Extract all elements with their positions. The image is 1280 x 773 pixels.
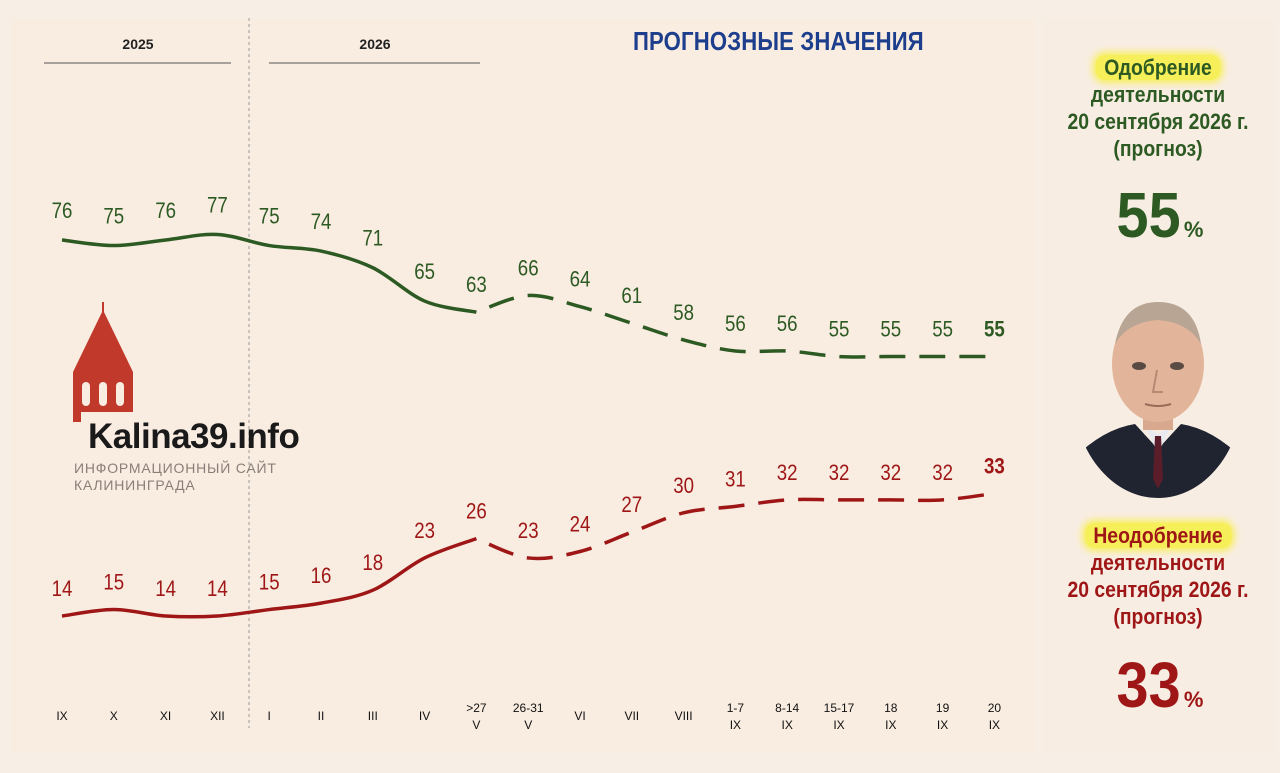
site-subtitle: ИНФОРМАЦИОННЫЙ САЙТ КАЛИНИНГРАДА [74,460,277,494]
x-tick-label: II [318,709,325,723]
approve-data-label: 71 [362,227,383,251]
disapprove-line-actual [61,536,478,619]
disapprove-data-label: 15 [259,571,280,595]
disapprove-value-number: 33 [1116,649,1181,721]
approve-title: Одобрение [1095,55,1221,80]
church-logo-icon [73,302,133,422]
approve-data-label: 65 [414,261,435,285]
site-logo [70,302,370,502]
site-subtitle-line1: ИНФОРМАЦИОННЫЙ САЙТ [74,460,277,476]
x-tick-label: XI [160,709,171,723]
approve-data-label: 56 [725,313,746,337]
disapprove-data-label: 32 [880,462,901,486]
approve-percent-sign: % [1183,217,1204,242]
approve-data-label: 75 [259,205,280,229]
approve-caption-note: (прогноз) [1113,136,1203,161]
disapprove-caption-line2: деятельности [1090,550,1226,575]
disapprove-data-label: 24 [570,513,591,537]
site-name: Kalina39.info [88,417,300,456]
disapprove-forecast-value: 33% [1042,648,1274,722]
approve-data-label: 55 [932,318,953,342]
disapprove-data-label: 23 [414,520,435,544]
data-label-layer: 76 75 76 77 75 74 71 65 63 66 64 61 58 56 56 55 55 55 55 14… [52,194,1005,601]
approve-data-label: 55 [829,318,850,342]
x-tick-label: VII [624,709,639,723]
approve-caption-line2: деятельности [1090,82,1226,107]
approve-data-label: 76 [155,200,176,224]
x-tick-label: I [268,709,271,723]
disapprove-data-label: 16 [311,565,332,589]
forecast-title: ПРОГНОЗНЫЕ ЗНАЧЕНИЯ [633,26,924,56]
disapprove-data-label: 31 [725,468,746,492]
year-label-2026: 2026 [359,36,390,52]
approve-line-forecast [475,293,995,359]
disapprove-data-label: 23 [518,520,539,544]
disapprove-data-label: 32 [829,462,850,486]
disapprove-caption: Неодобрение деятельности 20 сентября 202… [1042,522,1274,630]
year-label-2025: 2025 [122,36,153,52]
disapprove-data-label: 14 [52,578,73,602]
approve-data-label: 56 [777,313,798,337]
approve-data-label: 64 [570,268,591,292]
x-tick-label: XII [210,709,225,723]
x-tick-label: VI [574,709,585,723]
x-tick-label: 20 IX [988,701,1002,732]
disapprove-data-label: 18 [362,552,383,576]
disapprove-data-label: 14 [155,578,176,602]
disapprove-data-label: 26 [466,500,487,524]
approve-data-label: 75 [103,205,124,229]
approve-data-label: 55 [880,318,901,342]
x-tick-label: 15-17 IX [824,701,855,732]
x-tick-label: IV [419,709,430,723]
approve-line-actual [61,232,477,314]
x-tick-label: III [368,709,378,723]
approve-data-label: 58 [673,302,694,326]
series-layer [61,232,995,619]
disapprove-caption-date: 20 сентября 2026 г. [1067,577,1249,602]
portrait-illustration [1073,284,1243,498]
approve-data-label: 76 [52,200,73,224]
disapprove-data-label: 33 [984,455,1005,479]
disapprove-data-label: 14 [207,578,228,602]
x-tick-label: >27 V [466,701,487,732]
approve-data-label: 55 [984,318,1005,342]
x-tick-label: IX [56,709,67,723]
approve-data-label: 61 [621,285,642,309]
approve-data-label: 77 [207,194,228,218]
x-tick-label: 18 IX [884,701,898,732]
chart-panel: 2025 2026 76 75 76 77 75 74 71 65 63 66 64 61 58 56 56… [10,18,1035,753]
disapprove-data-label: 32 [932,462,953,486]
approve-value-number: 55 [1116,179,1181,251]
summary-panel: Одобрение деятельности 20 сентября 2026 … [1042,18,1274,753]
chart-area: 2025 2026 76 75 76 77 75 74 71 65 63 66 64 61 58 56 56… [44,18,1005,732]
disapprove-data-label: 15 [103,571,124,595]
disapprove-title: Неодобрение [1084,523,1232,548]
disapprove-percent-sign: % [1183,687,1204,712]
x-tick-label: 26-31 V [513,701,544,732]
approve-data-label: 74 [311,211,332,235]
x-tick-label: 1-7 IX [727,701,745,732]
x-tick-label: 8-14 IX [775,701,799,732]
x-tick-label: VIII [675,709,693,723]
approve-caption: Одобрение деятельности 20 сентября 2026 … [1042,54,1274,162]
portrait-photo [1073,284,1243,498]
disapprove-line-forecast [475,491,995,561]
disapprove-data-label: 27 [621,494,642,518]
approve-forecast-value: 55% [1042,178,1274,252]
disapprove-caption-note: (прогноз) [1113,604,1203,629]
x-tick-label: 19 IX [936,701,950,732]
site-subtitle-line2: КАЛИНИНГРАДА [74,477,196,493]
approve-data-label: 63 [466,274,487,298]
disapprove-data-label: 30 [673,474,694,498]
x-tick-label: X [110,709,118,723]
disapprove-data-label: 32 [777,462,798,486]
approve-data-label: 66 [518,257,539,281]
approve-caption-date: 20 сентября 2026 г. [1067,109,1249,134]
